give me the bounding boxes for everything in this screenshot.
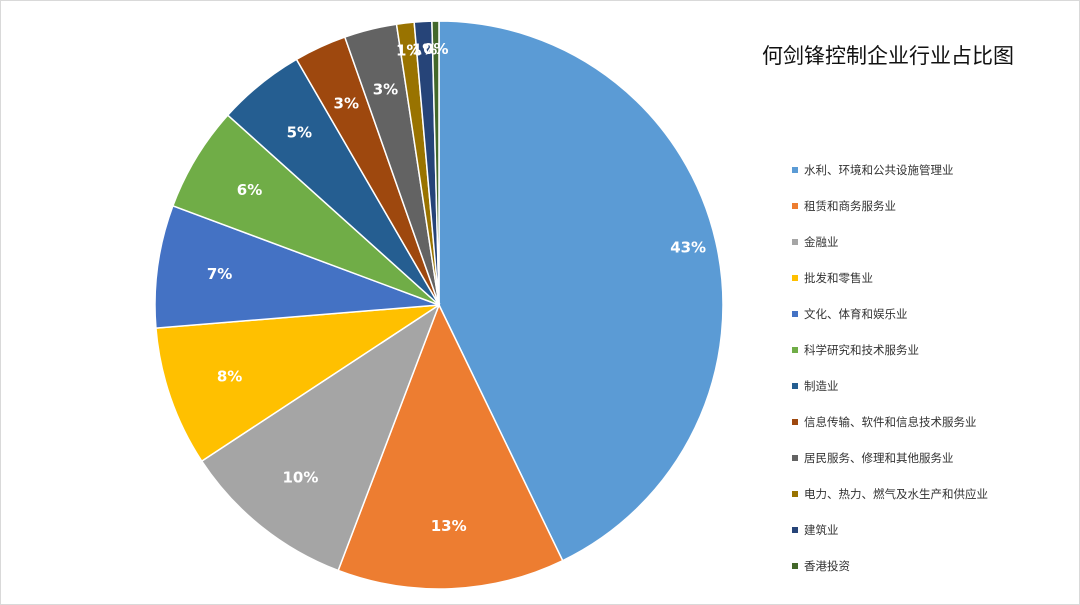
legend-swatch — [792, 383, 798, 389]
legend-item: 香港投资 — [792, 548, 988, 584]
slice-label-1: 43% — [670, 238, 706, 256]
slice-label-6: 6% — [237, 181, 262, 199]
legend-label: 制造业 — [804, 379, 839, 393]
legend-swatch — [792, 347, 798, 353]
legend-label: 居民服务、修理和其他服务业 — [804, 451, 954, 465]
legend-item: 电力、热力、燃气及水生产和供应业 — [792, 476, 988, 512]
legend-label: 香港投资 — [804, 559, 850, 573]
legend-item: 金融业 — [792, 224, 988, 260]
legend-item: 信息传输、软件和信息技术服务业 — [792, 404, 988, 440]
legend-label: 信息传输、软件和信息技术服务业 — [804, 415, 977, 429]
pie-slice-2 — [337, 303, 564, 590]
legend-swatch — [792, 167, 798, 173]
legend-swatch — [792, 419, 798, 425]
legend-item: 居民服务、修理和其他服务业 — [792, 440, 988, 476]
pie-slice-12 — [431, 20, 440, 306]
legend-swatch — [792, 275, 798, 281]
legend-label: 科学研究和技术服务业 — [804, 343, 919, 357]
legend-item: 制造业 — [792, 368, 988, 404]
slice-label-5: 7% — [207, 265, 232, 283]
slice-label-3: 10% — [282, 468, 318, 486]
legend-label: 租赁和商务服务业 — [804, 199, 896, 213]
legend-item: 文化、体育和娱乐业 — [792, 296, 988, 332]
legend-item: 租赁和商务服务业 — [792, 188, 988, 224]
legend-item: 水利、环境和公共设施管理业 — [792, 152, 988, 188]
pie-slice-5 — [154, 204, 440, 329]
legend-item: 科学研究和技术服务业 — [792, 332, 988, 368]
legend-swatch — [792, 455, 798, 461]
legend-label: 水利、环境和公共设施管理业 — [804, 163, 954, 177]
pie-slice-3 — [200, 303, 441, 572]
legend-swatch — [792, 239, 798, 245]
pie-slices — [154, 20, 724, 590]
slice-label-9: 3% — [373, 81, 398, 99]
legend-swatch — [792, 563, 798, 569]
slice-label-12: 0% — [423, 40, 448, 58]
slice-label-2: 13% — [431, 517, 467, 535]
legend-label: 建筑业 — [804, 523, 839, 537]
slice-label-11: 1% — [412, 40, 437, 58]
pie-slice-labels: 43% 13% 10% 8% 7% 6% 5% 3% 3% 1%1%0% — [207, 40, 706, 535]
pie-slice-4 — [155, 304, 440, 463]
slice-label-8: 3% — [334, 94, 359, 112]
chart-title: 何剑锋控制企业行业占比图 — [762, 44, 1014, 68]
slice-label-4: 8% — [217, 368, 242, 386]
legend-swatch — [792, 527, 798, 533]
legend-label: 批发和零售业 — [804, 271, 873, 285]
legend-label: 电力、热力、燃气及水生产和供应业 — [804, 487, 988, 501]
legend-swatch — [792, 491, 798, 497]
slice-label-7: 5% — [287, 124, 312, 142]
legend-item: 建筑业 — [792, 512, 988, 548]
legend-label: 文化、体育和娱乐业 — [804, 307, 908, 321]
legend-swatch — [792, 311, 798, 317]
chart-legend: 水利、环境和公共设施管理业 租赁和商务服务业 金融业批发和零售业文化、体育和娱乐业科… — [792, 152, 988, 584]
slice-label-10: 1% — [396, 42, 421, 60]
legend-swatch — [792, 203, 798, 209]
legend-label: 金融业 — [804, 235, 839, 249]
pie-slice-1 — [438, 20, 724, 562]
legend-item: 批发和零售业 — [792, 260, 988, 296]
